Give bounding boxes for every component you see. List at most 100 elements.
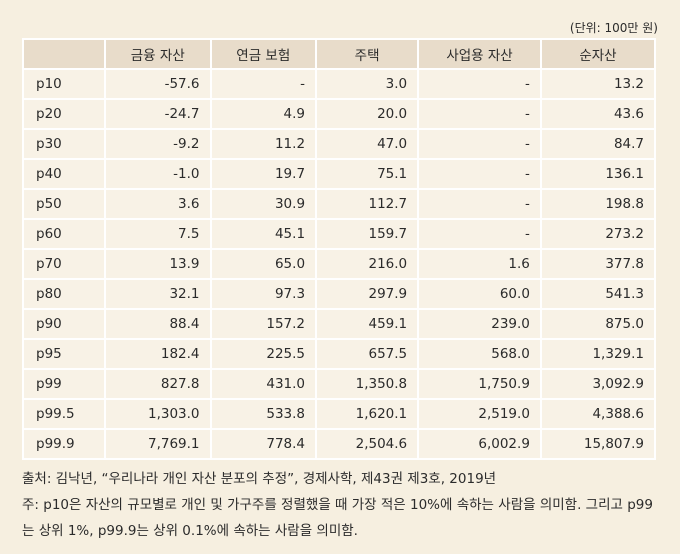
table-cell: 11.2 [209, 128, 318, 160]
table-cell: 216.0 [315, 248, 420, 280]
table-row: p40 -1.0 19.7 75.1-136.1 [22, 158, 657, 190]
header-row: 금융 자산 연금 보험 주택 사업용 자산 순자산 [22, 38, 657, 70]
row-label: p99.5 [22, 398, 106, 430]
header-cell [22, 38, 106, 70]
table-cell: 875.0 [539, 308, 657, 340]
table-cell: 657.5 [315, 338, 420, 370]
table-cell: 13.9 [104, 248, 212, 280]
table-cell: - [417, 188, 542, 220]
table-cell: 182.4 [104, 338, 212, 370]
table-cell: 541.3 [539, 278, 657, 310]
row-label: p95 [22, 338, 106, 370]
unit-label: (단위: 100만 원) [569, 21, 658, 35]
row-label: p50 [22, 188, 106, 220]
table-cell: 30.9 [209, 188, 318, 220]
table-cell: 568.0 [417, 338, 542, 370]
table-cell: 3.0 [315, 68, 420, 100]
table-cell: -24.7 [104, 98, 212, 130]
table-cell: 1,350.8 [315, 368, 420, 400]
row-label: p90 [22, 308, 106, 340]
table-cell: 84.7 [539, 128, 657, 160]
table-cell: 43.6 [539, 98, 657, 130]
table-cell: 13.2 [539, 68, 657, 100]
table-row: p95 182.4 225.5 657.5 568.0 1,329.1 [22, 338, 657, 370]
row-label: p80 [22, 278, 106, 310]
table-cell: 3,092.9 [539, 368, 657, 400]
table-cell: 239.0 [417, 308, 542, 340]
table-cell: 1.6 [417, 248, 542, 280]
table-row: p70 13.9 65.0 216.0 1.6 377.8 [22, 248, 657, 280]
table-cell: 1,303.0 [104, 398, 212, 430]
data-table: 금융 자산 연금 보험 주택 사업용 자산 순자산 p10 -57.6-3.0-13.2 p2… [22, 38, 657, 460]
table-cell: 2,504.6 [315, 428, 420, 460]
table-row: p20 -24.7 4.9 20.0-43.6 [22, 98, 657, 130]
table-cell: 273.2 [539, 218, 657, 250]
table-cell: 1,329.1 [539, 338, 657, 370]
table-cell: 6,002.9 [417, 428, 542, 460]
table-cell: -57.6 [104, 68, 212, 100]
table-cell: - [417, 218, 542, 250]
table-cell: -1.0 [104, 158, 212, 190]
table-cell: 45.1 [209, 218, 318, 250]
table-cell: 377.8 [539, 248, 657, 280]
table-cell: 97.3 [209, 278, 318, 310]
header-cell: 주택 [315, 38, 420, 70]
table-cell: 47.0 [315, 128, 420, 160]
table-cell: 431.0 [209, 368, 318, 400]
table-row: p99.9 7,769.1 778.4 2,504.6 6,002.9 15,807.9 [22, 428, 657, 460]
table-cell: 1,620.1 [315, 398, 420, 430]
table-cell: 827.8 [104, 368, 212, 400]
table-cell: 88.4 [104, 308, 212, 340]
row-label: p20 [22, 98, 106, 130]
table-cell: 7.5 [104, 218, 212, 250]
notes: 출처: 김낙년, “우리나라 개인 자산 분포의 추정”, 경제사학, 제43권… [22, 466, 662, 544]
table-row: p60 7.5 45.1 159.7-273.2 [22, 218, 657, 250]
table-row: p30 -9.2 11.2 47.0-84.7 [22, 128, 657, 160]
table-row: p90 88.4 157.2 459.1 239.0 875.0 [22, 308, 657, 340]
table-cell: 159.7 [315, 218, 420, 250]
table-cell: 225.5 [209, 338, 318, 370]
table-cell: 2,519.0 [417, 398, 542, 430]
header-cell: 연금 보험 [209, 38, 318, 70]
table-cell: - [417, 128, 542, 160]
table-cell: 112.7 [315, 188, 420, 220]
table-cell: - [417, 98, 542, 130]
row-label: p99 [22, 368, 106, 400]
table-cell: - [417, 68, 542, 100]
table-cell: 60.0 [417, 278, 542, 310]
source-note: 출처: 김낙년, “우리나라 개인 자산 분포의 추정”, 경제사학, 제43권… [22, 471, 497, 487]
table-cell: 3.6 [104, 188, 212, 220]
header-cell: 사업용 자산 [417, 38, 542, 70]
row-label: p60 [22, 218, 106, 250]
table-row: p99 827.8 431.0 1,350.8 1,750.9 3,092.9 [22, 368, 657, 400]
table-cell: 1,750.9 [417, 368, 542, 400]
header-cell: 순자산 [539, 38, 657, 70]
table-cell: 4.9 [209, 98, 318, 130]
table-cell: 157.2 [209, 308, 318, 340]
table-cell: 7,769.1 [104, 428, 212, 460]
row-label: p30 [22, 128, 106, 160]
table-row: p99.5 1,303.0 533.8 1,620.1 2,519.0 4,388.6 [22, 398, 657, 430]
table-cell: 459.1 [315, 308, 420, 340]
table-cell: -9.2 [104, 128, 212, 160]
table-cell: 136.1 [539, 158, 657, 190]
table-row: p10 -57.6-3.0-13.2 [22, 68, 657, 100]
table-cell: 778.4 [209, 428, 318, 460]
table-cell: 19.7 [209, 158, 318, 190]
table-cell: 533.8 [209, 398, 318, 430]
header-cell: 금융 자산 [104, 38, 212, 70]
footnote: 주: p10은 자산의 규모별로 개인 및 가구주를 정렬했을 때 가장 적은 … [22, 497, 653, 539]
table-cell: 20.0 [315, 98, 420, 130]
row-label: p40 [22, 158, 106, 190]
table-cell: - [209, 68, 318, 100]
row-label: p10 [22, 68, 106, 100]
table-cell: 297.9 [315, 278, 420, 310]
table-cell: 75.1 [315, 158, 420, 190]
table-cell: 15,807.9 [539, 428, 657, 460]
table-cell: 198.8 [539, 188, 657, 220]
row-label: p70 [22, 248, 106, 280]
table-cell: 32.1 [104, 278, 212, 310]
table-cell: 4,388.6 [539, 398, 657, 430]
table-cell: - [417, 158, 542, 190]
